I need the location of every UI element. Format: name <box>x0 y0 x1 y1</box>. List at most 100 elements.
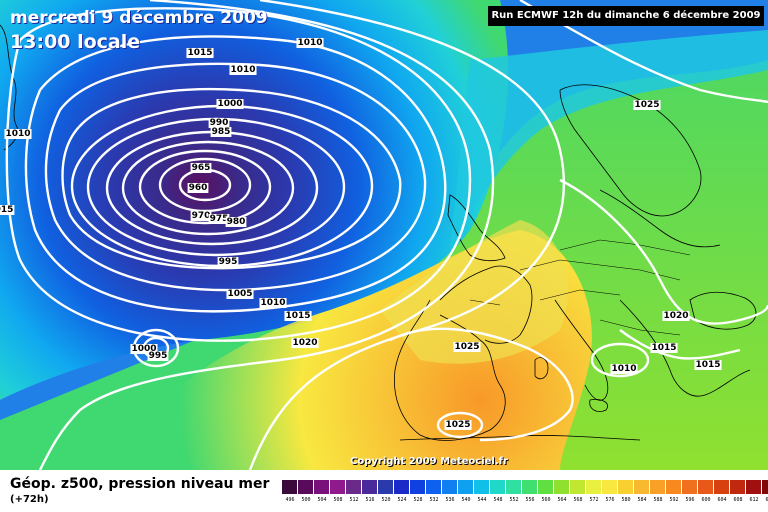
isobar-1015-east <box>619 329 741 360</box>
scale-label: 572 <box>589 497 599 503</box>
scale-swatch <box>378 480 394 494</box>
scale-swatch <box>410 480 426 494</box>
isobar-label-background <box>147 351 169 361</box>
scale-swatch <box>426 480 442 494</box>
scale-label: 592 <box>669 497 679 503</box>
isobar-label: 995 <box>219 257 238 267</box>
coast-iberia <box>394 299 506 441</box>
isobar-label: 1020 <box>292 338 317 348</box>
coast-balkans <box>619 299 751 397</box>
scale-label: 528 <box>413 497 423 503</box>
scale-swatch <box>634 480 650 494</box>
scale-label: 604 <box>717 497 727 503</box>
scale-swatch <box>682 480 698 494</box>
parameter-label: Géop. z500, pression niveau mer <box>10 476 270 492</box>
scale-swatch <box>602 480 618 494</box>
isobar-1010 <box>5 7 472 342</box>
isobar-label: 1025 <box>445 420 470 430</box>
scale-swatch <box>714 480 730 494</box>
isobar-label: 1010 <box>297 38 322 48</box>
scale-swatch <box>746 480 762 494</box>
coast-ireland <box>0 24 19 151</box>
isobar-label: 990 <box>210 118 229 128</box>
scale-swatch <box>538 480 554 494</box>
scale-label: 540 <box>461 497 471 503</box>
scale-label: 560 <box>541 497 551 503</box>
isobar-label: 1010 <box>611 364 636 374</box>
isobar-label: 1015 <box>285 311 310 321</box>
scale-label: 556 <box>525 497 535 503</box>
isobar-label-background <box>186 48 214 58</box>
isobar-label: 1015 <box>651 343 676 353</box>
isobar-label: 1010 <box>260 298 285 308</box>
isobar-label-background <box>130 344 158 354</box>
scale-label: 596 <box>685 497 695 503</box>
isobar-label-background <box>296 38 324 48</box>
color-scale <box>282 480 768 494</box>
color-scale-labels: 496 500 504 508 512 516 520 524 528 532 536 540 544 5… <box>282 497 768 503</box>
scale-label: 508 <box>333 497 343 503</box>
isobar-label: 960 <box>189 183 208 193</box>
coast-britain <box>447 194 506 262</box>
scale-label: 548 <box>493 497 503 503</box>
scale-swatch <box>618 480 634 494</box>
scale-swatch <box>314 480 330 494</box>
isobars <box>5 0 768 470</box>
scale-swatch <box>458 480 474 494</box>
isobar-label-background <box>208 118 230 128</box>
scale-swatch <box>330 480 346 494</box>
isobar-label: 965 <box>192 163 211 173</box>
isobar-label-background <box>291 338 319 348</box>
cyan-band <box>450 30 768 250</box>
isobar-label-background <box>229 65 257 75</box>
scale-swatch <box>346 480 362 494</box>
lead-time-label: (+72h) <box>10 494 49 505</box>
isobar-1005 <box>24 35 447 313</box>
isobar-995 <box>61 87 402 270</box>
coast-italy <box>554 299 609 401</box>
scale-label: 588 <box>653 497 663 503</box>
scale-label: 532 <box>429 497 439 503</box>
scale-label: 504 <box>317 497 327 503</box>
isobar-1025-africa <box>436 411 484 439</box>
scale-swatch <box>730 480 746 494</box>
scale-label: 576 <box>605 497 615 503</box>
isobar-label: 1025 <box>454 342 479 352</box>
isobar-970 <box>138 149 272 225</box>
model-run-info: Run ECMWF 12h du dimanche 6 décembre 200… <box>488 6 764 26</box>
isobar-label-background <box>453 342 481 352</box>
isobar-label-background <box>694 360 722 370</box>
scale-swatch <box>522 480 538 494</box>
copyright-notice: Copyright 2009 Meteociel.fr <box>350 456 508 467</box>
scale-label: 600 <box>701 497 711 503</box>
scale-label: 552 <box>509 497 519 503</box>
isobar-1000 <box>44 62 427 292</box>
scale-swatch <box>570 480 586 494</box>
scale-swatch <box>666 480 682 494</box>
coastlines <box>0 24 757 441</box>
forecast-date: mercredi 9 décembre 2009 <box>10 8 268 28</box>
scale-swatch <box>762 480 768 494</box>
scale-swatch <box>298 480 314 494</box>
isobar-label-background <box>226 289 254 299</box>
scale-swatch <box>650 480 666 494</box>
isobar-label: 1000 <box>131 344 156 354</box>
isobar-label: 995 <box>149 351 168 361</box>
scale-label: 500 <box>301 497 311 503</box>
isobar-label-background <box>284 311 312 321</box>
isobar-label-background <box>4 129 32 139</box>
scale-label: 520 <box>381 497 391 503</box>
coast-black-sea <box>689 291 757 330</box>
isobar-label: 1005 <box>227 289 252 299</box>
isobar-1010-east <box>590 342 650 378</box>
scale-label: 512 <box>349 497 359 503</box>
scale-label: 544 <box>477 497 487 503</box>
scale-label: 584 <box>637 497 647 503</box>
coast-sardinia <box>534 357 549 380</box>
scale-label: 536 <box>445 497 455 503</box>
isobar-label: 970 <box>192 211 211 221</box>
scale-label: 516 <box>365 497 375 503</box>
